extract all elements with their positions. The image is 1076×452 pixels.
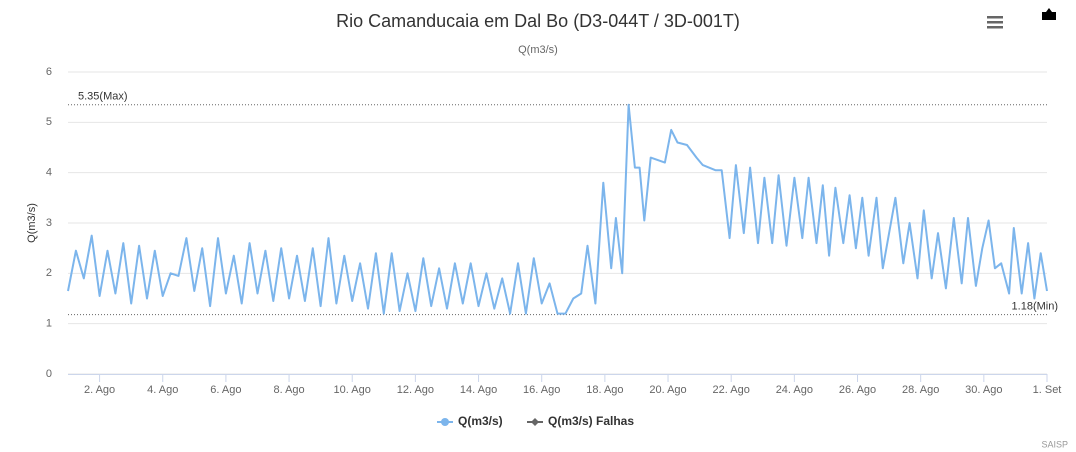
x-tick-label: 14. Ago — [460, 384, 497, 396]
plot-line-label: 1.18(Min) — [1012, 301, 1058, 313]
x-tick-label: 10. Ago — [334, 384, 371, 396]
data-line — [67, 103, 1048, 315]
y-tick-label: 4 — [46, 167, 52, 179]
menu-button[interactable] — [987, 16, 1003, 29]
x-tick-label: 24. Ago — [776, 384, 813, 396]
y-tick-label: 1 — [46, 318, 52, 330]
x-tick-label: 16. Ago — [523, 384, 560, 396]
legend-item[interactable]: Q(m3/s) — [437, 414, 503, 428]
y-tick-label: 6 — [46, 66, 52, 78]
x-tick-label: 28. Ago — [902, 384, 939, 396]
y-tick-label: 3 — [46, 217, 52, 229]
plot-line-label: 5.35(Max) — [78, 91, 128, 103]
x-tick-label: 22. Ago — [713, 384, 750, 396]
download-button[interactable] — [1042, 8, 1056, 20]
download-icon — [1042, 8, 1056, 20]
credits: SAISP — [1041, 439, 1068, 449]
menu-bar — [987, 26, 1003, 29]
x-tick-label: 12. Ago — [397, 384, 434, 396]
x-tick-label: 1. Set — [1033, 384, 1062, 396]
y-axis-title: Q(m3/s) — [26, 203, 38, 243]
legend-label: Q(m3/s) Falhas — [548, 414, 634, 428]
chart-subtitle: Q(m3/s) — [518, 44, 558, 56]
x-tick-label: 30. Ago — [965, 384, 1002, 396]
legend-label: Q(m3/s) — [458, 414, 503, 428]
x-tick-label: 20. Ago — [649, 384, 686, 396]
menu-bar — [987, 16, 1003, 19]
x-tick-label: 6. Ago — [210, 384, 241, 396]
legend-item[interactable]: Q(m3/s) Falhas — [527, 414, 634, 428]
x-tick-label: 8. Ago — [273, 384, 304, 396]
legend-marker — [531, 418, 539, 426]
x-tick-label: 2. Ago — [84, 384, 115, 396]
menu-bar — [987, 21, 1003, 24]
x-tick-label: 4. Ago — [147, 384, 178, 396]
y-tick-label: 5 — [46, 116, 52, 128]
x-tick-label: 26. Ago — [839, 384, 876, 396]
y-tick-label: 2 — [46, 267, 52, 279]
chart-title: Rio Camanducaia em Dal Bo (D3-044T / 3D-… — [336, 11, 740, 31]
y-tick-label: 0 — [46, 368, 52, 380]
legend-marker — [441, 418, 449, 426]
x-tick-label: 18. Ago — [586, 384, 623, 396]
